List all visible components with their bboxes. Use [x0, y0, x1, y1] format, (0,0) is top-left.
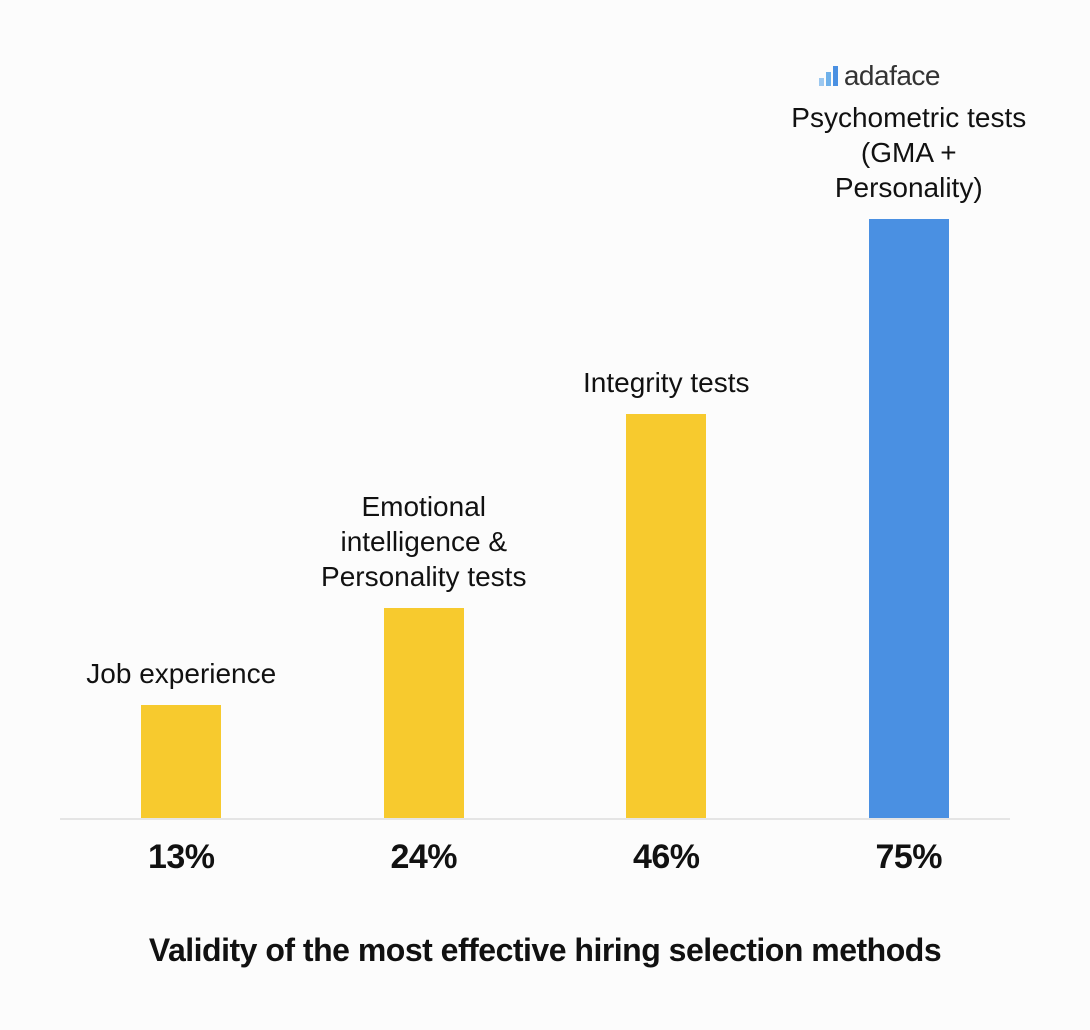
bar-rect — [141, 705, 221, 820]
bar-column: Integrity tests — [545, 100, 788, 820]
bar-column: Job experience — [60, 100, 303, 820]
bar-value: 24% — [303, 838, 546, 877]
brand-logo: adaface — [819, 60, 940, 92]
bar-label: Integrity tests — [583, 365, 750, 400]
bar-rect — [869, 219, 949, 820]
bar-value: 46% — [545, 838, 788, 877]
bar-label: Emotional intelligence & Personality tes… — [303, 489, 546, 594]
bar-column: Emotional intelligence & Personality tes… — [303, 100, 546, 820]
bar-rect — [626, 414, 706, 820]
bar-column: Psychometric tests (GMA + Personality) — [788, 100, 1031, 820]
bar-label: Psychometric tests (GMA + Personality) — [788, 100, 1031, 205]
plot-area: Job experience Emotional intelligence & P… — [60, 100, 1030, 820]
bar-label: Job experience — [86, 656, 276, 691]
brand-name: adaface — [844, 60, 940, 92]
bar-rect — [384, 608, 464, 820]
bar-value: 75% — [788, 838, 1031, 877]
brand-bars-icon — [819, 66, 838, 86]
bar-value: 13% — [60, 838, 303, 877]
validity-bar-chart: adaface Job experience Emotional intellig… — [60, 60, 1030, 969]
bars-container: Job experience Emotional intelligence & P… — [60, 100, 1030, 820]
value-labels-row: 13%24%46%75% — [60, 838, 1030, 877]
x-axis-baseline — [60, 818, 1010, 820]
chart-caption: Validity of the most effective hiring se… — [60, 932, 1030, 969]
